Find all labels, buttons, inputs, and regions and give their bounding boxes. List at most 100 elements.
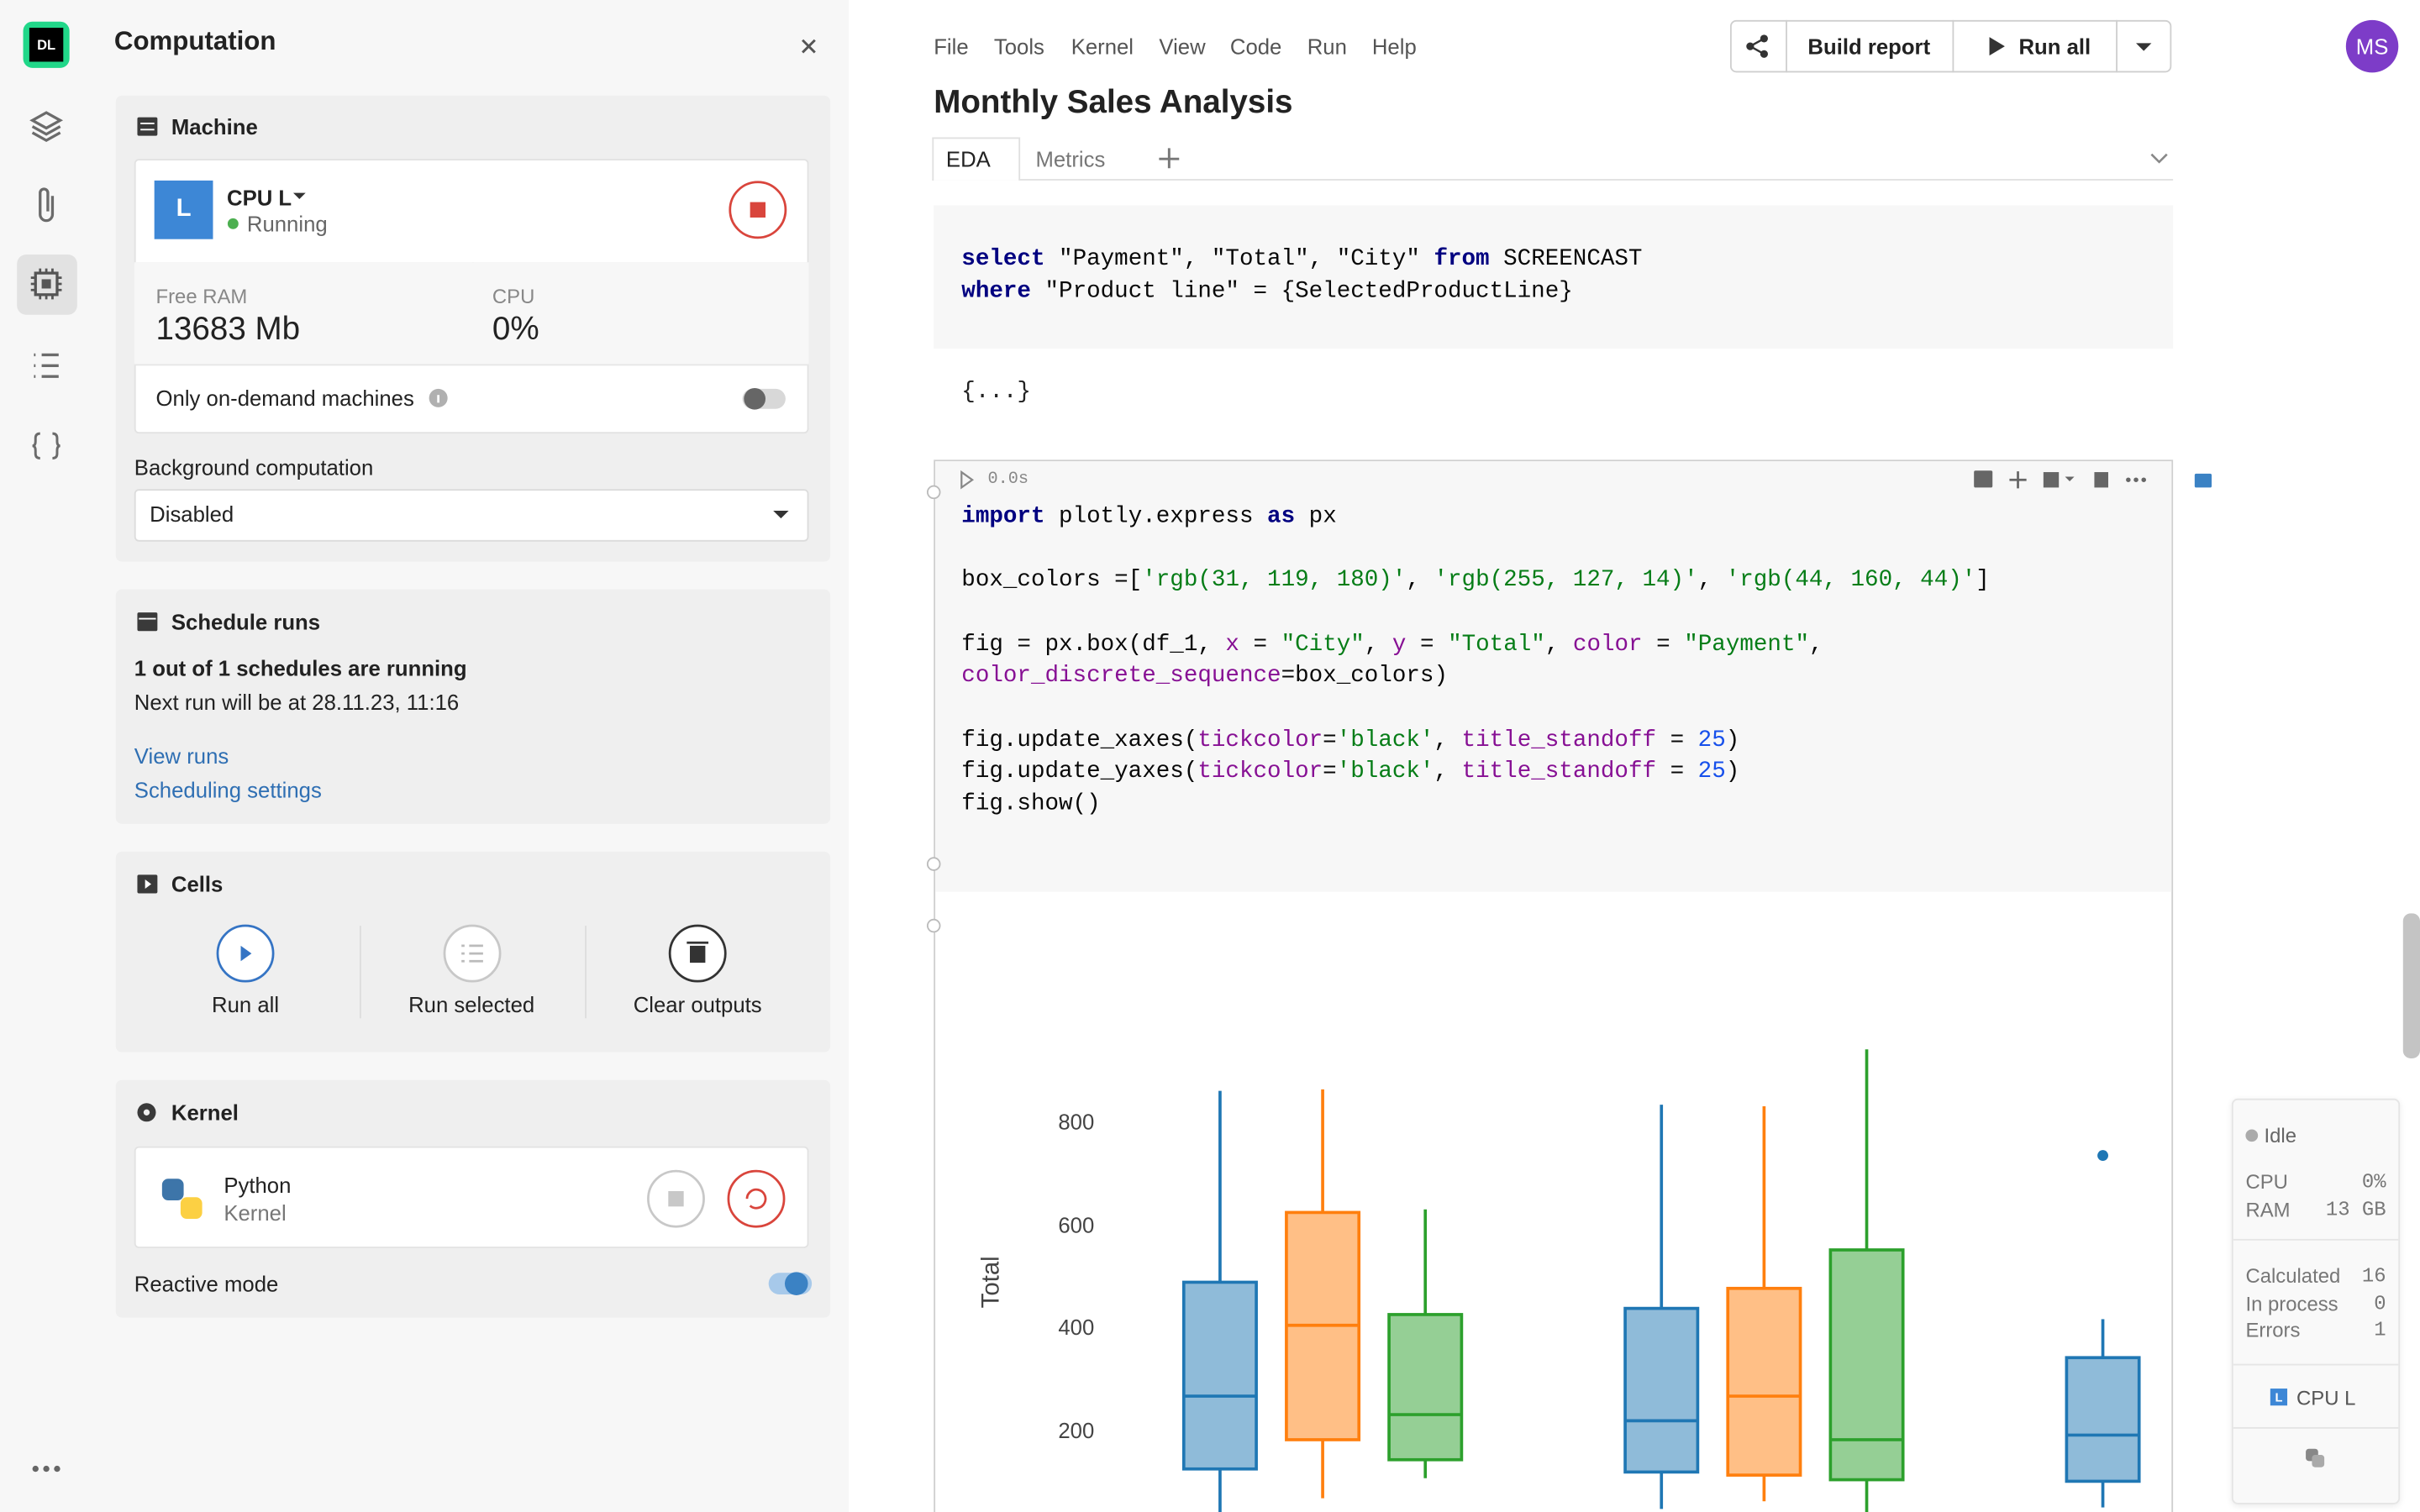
toolbar — [1729, 19, 2172, 73]
menu-item[interactable]: Help — [1371, 34, 1417, 59]
code-line: color_discrete_sequence=box_colors) — [961, 663, 1448, 689]
divider — [2233, 1238, 2399, 1241]
code-token: , — [1697, 567, 1726, 594]
menu-item[interactable]: Kernel — [1071, 34, 1134, 59]
run-all[interactable]: Run all — [2018, 34, 2091, 59]
build-report[interactable]: Build report — [1807, 34, 1931, 59]
stat-label: CPU — [492, 284, 535, 308]
y-tick-label: 200 — [1058, 1417, 1095, 1442]
machine-status: Running — [246, 211, 328, 237]
code-token: where — [961, 278, 1031, 305]
code-token: 25 — [1697, 727, 1726, 753]
stat-value: 13683 Mb — [155, 312, 301, 348]
code-line: box_colors =['rgb(31, 119, 180)', 'rgb(2… — [961, 568, 1990, 594]
status-value: 1 — [2374, 1318, 2386, 1342]
code-token: 25 — [1697, 759, 1726, 785]
menu-item[interactable]: File — [934, 34, 969, 59]
code-line: fig.update_yaxes(tickcolor='black', titl… — [961, 759, 1739, 785]
divider — [2116, 19, 2118, 73]
code-token: import — [961, 503, 1045, 530]
cell-action[interactable]: Run all — [212, 992, 280, 1017]
code-token: ) — [1725, 759, 1740, 785]
code-token: "Total" — [1448, 631, 1545, 658]
code-line: where "Product line" = {SelectedProductL… — [961, 279, 1572, 305]
machine-name[interactable]: CPU L — [227, 185, 292, 210]
menu-item[interactable]: Code — [1229, 34, 1282, 59]
code-token: as — [1267, 503, 1296, 530]
section-header: Machine — [171, 113, 258, 139]
cell-action[interactable]: Run selected — [408, 992, 535, 1017]
menu-item[interactable]: View — [1159, 34, 1206, 59]
link[interactable]: Scheduling settings — [134, 777, 322, 803]
kernel-name: Python — [224, 1172, 292, 1198]
select-value[interactable]: Disabled — [150, 501, 234, 527]
code-token: = — [1323, 759, 1337, 785]
section-header: Schedule runs — [171, 609, 321, 634]
code-token: = — [1239, 631, 1281, 658]
code-token: , — [1434, 727, 1462, 753]
status-label: Calculated — [2245, 1264, 2341, 1288]
code-token: "Payment", "Total", "City" — [1044, 245, 1434, 273]
code-token: = — [1642, 631, 1685, 658]
scrollbar-thumb — [2402, 913, 2420, 1059]
select — [134, 489, 809, 542]
chart — [1181, 1049, 2141, 1512]
menu-item[interactable]: Tools — [993, 34, 1044, 59]
section — [115, 589, 831, 824]
code-token: ] — [1975, 567, 1990, 594]
status-label: Errors — [2245, 1318, 2301, 1342]
code-token: "City" — [1281, 631, 1365, 658]
toggle-label: Reactive mode — [134, 1271, 279, 1296]
code-token: 'rgb(44, 160, 44)' — [1725, 567, 1976, 594]
machine-badge: L — [2275, 1390, 2283, 1405]
code-token: tickcolor — [1197, 759, 1323, 785]
status-panel — [2231, 1098, 2401, 1504]
code-line: import plotly.express as px — [961, 504, 1336, 530]
divider — [1952, 19, 1954, 73]
tab[interactable]: EDA — [945, 146, 991, 171]
code-token: select — [961, 245, 1045, 273]
tab-line — [932, 179, 2174, 181]
code-token: x — [1225, 631, 1239, 658]
kernel-subtitle: Kernel — [224, 1200, 287, 1226]
code-line: fig.update_xaxes(tickcolor='black', titl… — [961, 727, 1739, 753]
status-label: CPU — [2245, 1170, 2288, 1194]
notebook-title: Monthly Sales Analysis — [934, 85, 1293, 121]
code-token: fig.show() — [961, 790, 1101, 817]
toggle-label: Only on-demand machines — [155, 386, 414, 411]
code-token: = — [1323, 727, 1337, 753]
avatar[interactable]: MS — [2355, 34, 2389, 59]
divider — [2233, 1363, 2399, 1366]
code-token: ) — [1725, 727, 1740, 753]
code-token: = — [1656, 727, 1698, 753]
box — [1623, 1306, 1700, 1474]
y-tick-label: 400 — [1058, 1314, 1095, 1340]
code-token: box_colors =[ — [961, 567, 1143, 594]
code-cell — [934, 459, 2174, 1512]
stat-value: 0% — [492, 312, 539, 348]
menu-item[interactable]: Run — [1307, 34, 1347, 59]
code-editor — [935, 461, 2172, 892]
status-value: 16 — [2361, 1264, 2386, 1288]
link[interactable]: View runs — [134, 743, 229, 769]
code-token: , — [1406, 567, 1434, 594]
code-token: fig.update_yaxes( — [961, 759, 1198, 785]
cell-time: 0.0s — [987, 470, 1029, 490]
stats-row — [134, 262, 809, 365]
status-value: 0% — [2361, 1170, 2386, 1194]
code-token: title_standoff — [1461, 759, 1657, 785]
status-value: 13 GB — [2325, 1198, 2386, 1221]
schedule-status: 1 out of 1 schedules are running — [134, 655, 467, 681]
tab[interactable]: Metrics — [1035, 146, 1106, 171]
code-token: from — [1434, 245, 1490, 273]
box — [2065, 1356, 2141, 1483]
cell-action[interactable]: Clear outputs — [633, 992, 762, 1017]
code-token: fig.update_xaxes( — [961, 727, 1198, 753]
code-token: color_discrete_sequence — [961, 663, 1281, 690]
section-header: Kernel — [171, 1100, 239, 1125]
status-label: In process — [2245, 1291, 2338, 1315]
section-header: Cells — [171, 871, 224, 897]
sql-cell — [934, 205, 2174, 349]
